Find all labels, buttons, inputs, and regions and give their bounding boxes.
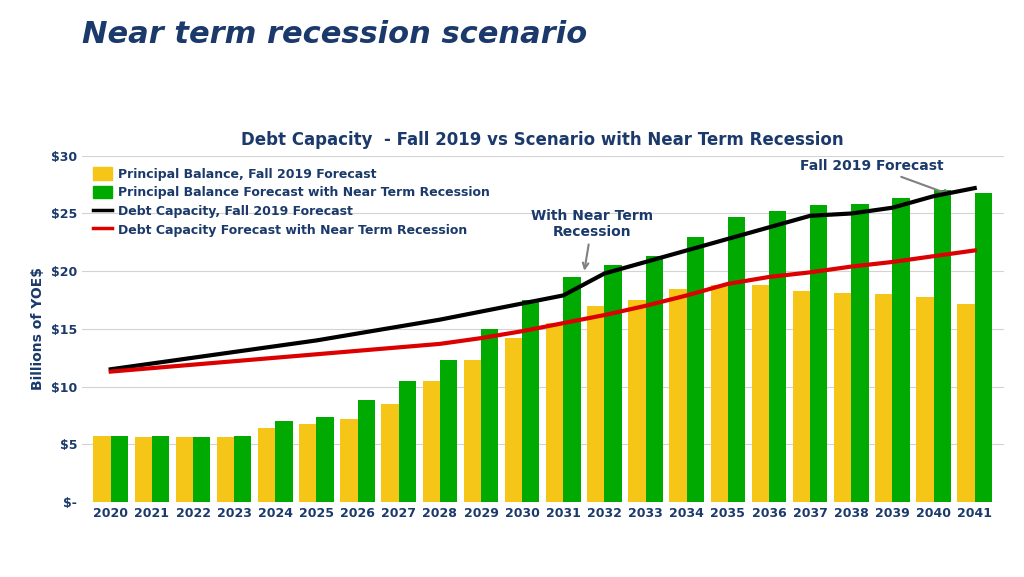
Bar	[299, 424, 316, 502]
Bar	[975, 193, 992, 502]
Bar	[382, 404, 398, 502]
Bar	[111, 436, 128, 502]
Bar	[769, 211, 786, 502]
Bar	[505, 338, 522, 502]
Text: SOUND TRANSIT: SOUND TRANSIT	[901, 545, 1024, 560]
Bar	[563, 277, 581, 502]
Bar	[217, 437, 234, 502]
Bar	[193, 437, 210, 502]
Bar	[604, 265, 622, 502]
Bar	[258, 428, 275, 502]
Bar	[629, 300, 645, 502]
Bar	[234, 436, 252, 502]
Bar	[916, 297, 934, 502]
Bar	[275, 421, 293, 502]
Bar	[645, 256, 663, 502]
Bar	[440, 360, 457, 502]
Bar	[876, 294, 893, 502]
Bar	[834, 293, 851, 502]
Bar	[176, 437, 193, 502]
Bar	[728, 217, 745, 502]
Bar	[851, 204, 868, 502]
Bar	[793, 291, 810, 502]
Title: Debt Capacity  - Fall 2019 vs Scenario with Near Term Recession: Debt Capacity - Fall 2019 vs Scenario wi…	[242, 130, 844, 149]
Text: Fall 2019 Forecast: Fall 2019 Forecast	[800, 159, 949, 195]
Bar	[670, 288, 687, 502]
Y-axis label: Billions of YOE$: Billions of YOE$	[32, 267, 45, 391]
Bar	[481, 329, 499, 502]
Text: Near term recession scenario: Near term recession scenario	[82, 20, 587, 49]
Text: With Near Term
Recession: With Near Term Recession	[531, 209, 653, 268]
Bar	[423, 381, 440, 502]
Text: 🚌: 🚌	[865, 544, 876, 561]
Bar	[893, 198, 909, 502]
Bar	[398, 381, 416, 502]
Bar	[464, 360, 481, 502]
Bar	[93, 436, 111, 502]
Bar	[546, 323, 563, 502]
Bar	[357, 400, 375, 502]
Bar	[957, 304, 975, 502]
Text: 17: 17	[20, 543, 47, 562]
Bar	[687, 237, 705, 502]
Bar	[587, 306, 604, 502]
Legend: Principal Balance, Fall 2019 Forecast, Principal Balance Forecast with Near Term: Principal Balance, Fall 2019 Forecast, P…	[88, 162, 495, 242]
Bar	[316, 417, 334, 502]
Bar	[522, 300, 540, 502]
Bar	[711, 285, 728, 502]
Bar	[752, 285, 769, 502]
Bar	[810, 205, 827, 502]
Bar	[134, 437, 152, 502]
Bar	[340, 419, 357, 502]
Bar	[152, 436, 169, 502]
Bar	[934, 190, 951, 502]
